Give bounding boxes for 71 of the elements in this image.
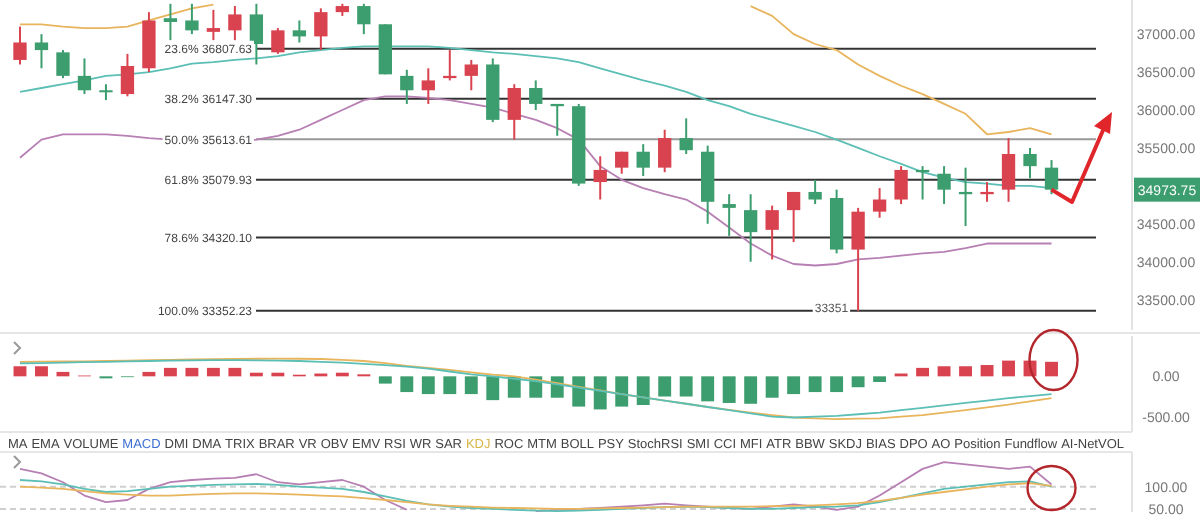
candlestick	[1044, 159, 1059, 196]
bar	[679, 376, 693, 397]
candlestick	[722, 193, 736, 237]
candlestick	[249, 2, 264, 66]
bar	[830, 376, 844, 393]
bar	[572, 376, 586, 407]
bar	[421, 376, 435, 395]
candlestick	[34, 33, 49, 70]
bar	[765, 376, 779, 398]
candlestick	[658, 128, 672, 174]
bar	[959, 366, 972, 377]
candlestick	[314, 7, 328, 52]
candlestick	[743, 193, 758, 263]
candlestick	[851, 206, 865, 312]
bar	[851, 376, 865, 388]
bar	[916, 367, 930, 377]
bar	[378, 376, 392, 384]
bar	[658, 376, 672, 397]
candlestick	[765, 204, 779, 261]
bar	[464, 376, 478, 395]
bar	[486, 376, 500, 401]
bar	[163, 367, 177, 377]
bar	[787, 376, 801, 395]
candlestick	[894, 165, 908, 206]
candlestick	[593, 155, 607, 201]
candlestick	[1023, 146, 1037, 180]
candlestick	[206, 8, 221, 42]
candlestick	[271, 27, 285, 55]
candlestick	[786, 190, 801, 243]
bar	[13, 366, 27, 377]
bar	[1002, 360, 1015, 377]
bar	[636, 376, 650, 405]
bar	[228, 367, 242, 377]
bar	[185, 367, 199, 377]
bar	[808, 376, 822, 393]
candlestick	[163, 2, 178, 42]
bar	[400, 376, 414, 393]
candlestick	[357, 2, 371, 36]
candlestick	[980, 181, 994, 203]
candlestick	[292, 19, 307, 44]
bar	[593, 376, 607, 410]
candlestick	[56, 49, 70, 80]
bar	[35, 366, 48, 377]
bar	[937, 366, 951, 377]
candlestick	[400, 68, 414, 105]
bar	[722, 376, 736, 403]
bar	[980, 365, 994, 377]
candlestick	[1001, 137, 1016, 203]
candlestick	[421, 67, 435, 105]
candlestick	[228, 5, 242, 42]
candlestick	[808, 178, 822, 206]
candlestick	[185, 2, 199, 36]
bar	[142, 371, 156, 377]
candlestick	[120, 52, 135, 98]
bar	[873, 376, 887, 382]
candlestick	[937, 165, 951, 206]
candlestick	[464, 58, 478, 92]
candlestick	[13, 25, 27, 66]
candlestick	[872, 187, 887, 219]
candlestick	[636, 143, 650, 177]
bar	[744, 376, 758, 404]
bar	[615, 376, 629, 407]
candlestick	[142, 11, 156, 74]
bar	[701, 376, 715, 402]
bar	[1045, 361, 1058, 377]
candlestick	[507, 83, 521, 141]
candlestick	[529, 79, 543, 111]
bar	[443, 376, 457, 395]
bar	[206, 367, 220, 377]
candlestick	[679, 117, 693, 155]
candlestick	[77, 57, 92, 96]
